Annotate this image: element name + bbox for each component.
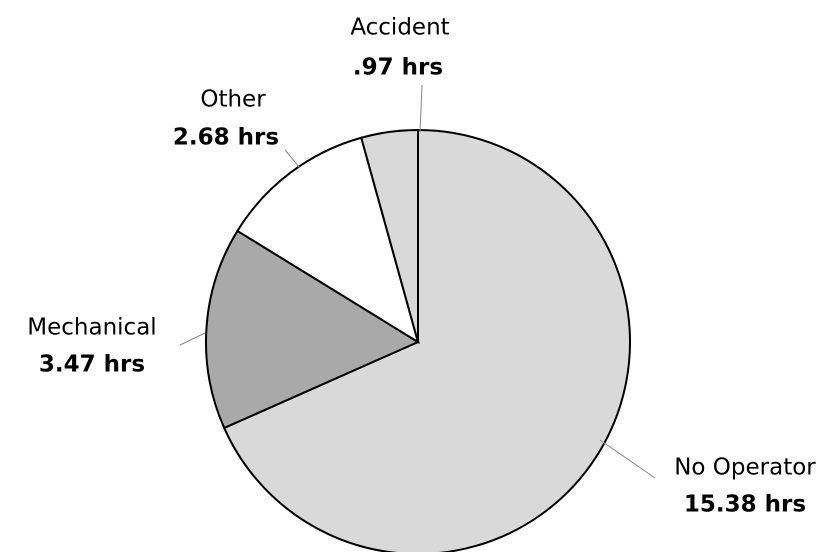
slice-label: Other (200, 87, 266, 113)
leader-line (179, 332, 206, 346)
slice-value-label: .97 hrs (353, 55, 443, 81)
pie-slice (360, 128, 419, 343)
slice-value-label: 15.38 hrs (684, 492, 806, 518)
slice-label: Accident (350, 15, 449, 41)
slice-value-label: 2.68 hrs (173, 125, 279, 151)
slice-value-label: 3.47 hrs (39, 352, 145, 378)
slice-label: Mechanical (27, 315, 156, 341)
pie-slice (205, 229, 421, 430)
leader-line (599, 439, 656, 479)
pie-slice (222, 128, 631, 552)
leader-line (419, 84, 423, 133)
pie-slice (236, 136, 420, 345)
slice-label: No Operator (674, 455, 816, 481)
leader-line (284, 149, 301, 169)
